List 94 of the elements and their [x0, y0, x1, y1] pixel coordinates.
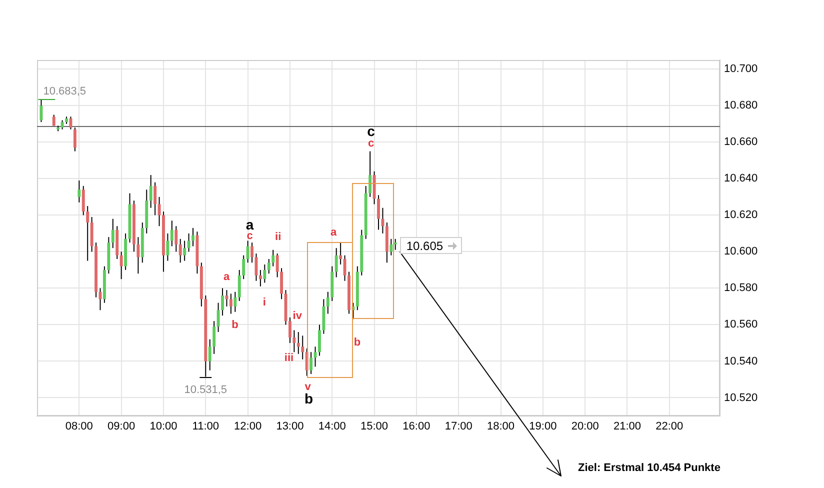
candlestick: [318, 324, 321, 356]
candlestick: [170, 220, 174, 247]
candlestick: [238, 269, 241, 302]
candlestick: [90, 216, 94, 252]
candlestick: [120, 251, 123, 280]
annotation: b: [232, 318, 239, 331]
candlestick: [225, 290, 228, 307]
candlestick: [301, 335, 304, 360]
x-tick-label: 16:00: [402, 420, 430, 433]
candlestick: [250, 242, 254, 264]
candlestick: [111, 218, 114, 249]
candlestick: [229, 293, 232, 314]
candlestick: [82, 185, 85, 216]
candlestick: [246, 240, 250, 264]
candlestick: [258, 269, 262, 287]
candlestick: [187, 232, 190, 252]
annotation: a: [330, 226, 338, 239]
candlestick: [192, 227, 194, 247]
x-tick-label: 20:00: [571, 420, 599, 433]
x-tick-label: 12:00: [234, 420, 262, 433]
candlestick: [221, 288, 224, 316]
candlestick: [73, 127, 76, 152]
candlestick: [212, 320, 216, 354]
candlestick: [372, 170, 376, 205]
x-tick-label: 13:00: [276, 420, 304, 433]
annotation: iv: [292, 310, 303, 322]
candlestick: [288, 316, 292, 344]
candlestick: [166, 232, 170, 262]
candlestick: [377, 194, 380, 230]
candlestick: [174, 226, 178, 252]
candlestick: [154, 182, 157, 216]
candlestick: [78, 180, 81, 203]
candlestick: [216, 302, 220, 333]
x-tick-label: 15:00: [360, 420, 388, 433]
x-tick-label: 08:00: [65, 420, 93, 433]
candlestick: [390, 238, 393, 256]
candlestick: [322, 298, 326, 334]
candlestick: [310, 352, 313, 375]
y-tick-label: 10.520: [724, 392, 758, 404]
annotation: i: [262, 296, 266, 308]
candlestick: [368, 150, 372, 198]
y-tick-label: 10.680: [724, 100, 758, 112]
annotation: b: [354, 336, 361, 348]
x-tick-label: 11:00: [192, 420, 219, 433]
candlestick: [280, 268, 284, 300]
candlestick: [381, 207, 384, 234]
y-tick-label: 10.540: [724, 355, 758, 368]
annotation: 10.683,5: [43, 85, 86, 98]
y-tick-label: 10.640: [724, 172, 758, 185]
x-tick-label: 22:00: [656, 420, 684, 433]
candlestick: [394, 238, 397, 250]
y-tick-label: 10.700: [724, 63, 758, 76]
x-tick-label: 09:00: [108, 420, 136, 433]
candlestick: [208, 338, 212, 371]
candlestick: [272, 249, 275, 267]
candlestick: [60, 120, 64, 130]
text: Ziel: Erstmal 10.454 Punkte: [578, 462, 720, 474]
y-tick-label: 10.560: [724, 318, 758, 331]
candlestick: [234, 291, 237, 312]
candlestick: [149, 174, 152, 208]
candlestick: [296, 332, 300, 354]
y-tick-label: 10.620: [724, 209, 758, 222]
candlestick: [267, 258, 270, 274]
y-tick-label: 10.580: [724, 282, 758, 294]
x-tick-label: 19:00: [529, 420, 557, 433]
callout-box: 10.605: [400, 237, 462, 254]
x-tick-label: 21:00: [613, 420, 642, 433]
candlestick: [242, 254, 246, 280]
x-tick-label: 10:00: [150, 420, 178, 433]
annotation: v: [304, 380, 312, 393]
candlestick: [292, 330, 296, 353]
annotation: iii: [284, 352, 294, 364]
x-tick-label: 17:00: [444, 420, 472, 433]
y-tick-label: 10.600: [724, 246, 758, 258]
annotation: b: [304, 390, 314, 407]
annotation: ii: [275, 230, 282, 243]
candlestick: [334, 248, 338, 278]
annotation: c: [367, 123, 376, 140]
candlestick: [326, 291, 330, 314]
annotation: 10.605: [406, 238, 444, 253]
candlestick: [276, 253, 279, 278]
candlestick: [40, 98, 43, 123]
x-tick-label: 18:00: [487, 420, 515, 433]
annotation: a: [223, 271, 230, 284]
candlestick: [339, 242, 342, 265]
annotation: c: [368, 137, 374, 150]
candlestick: [86, 206, 90, 262]
candlestick: [178, 238, 182, 264]
candlestick: [263, 264, 266, 284]
candlestick: [183, 240, 186, 262]
annotation: 10.531,5: [184, 384, 228, 396]
candlestick: [136, 236, 140, 274]
y-tick-label: 10.660: [724, 136, 758, 148]
x-tick-label: 14:00: [318, 420, 346, 433]
